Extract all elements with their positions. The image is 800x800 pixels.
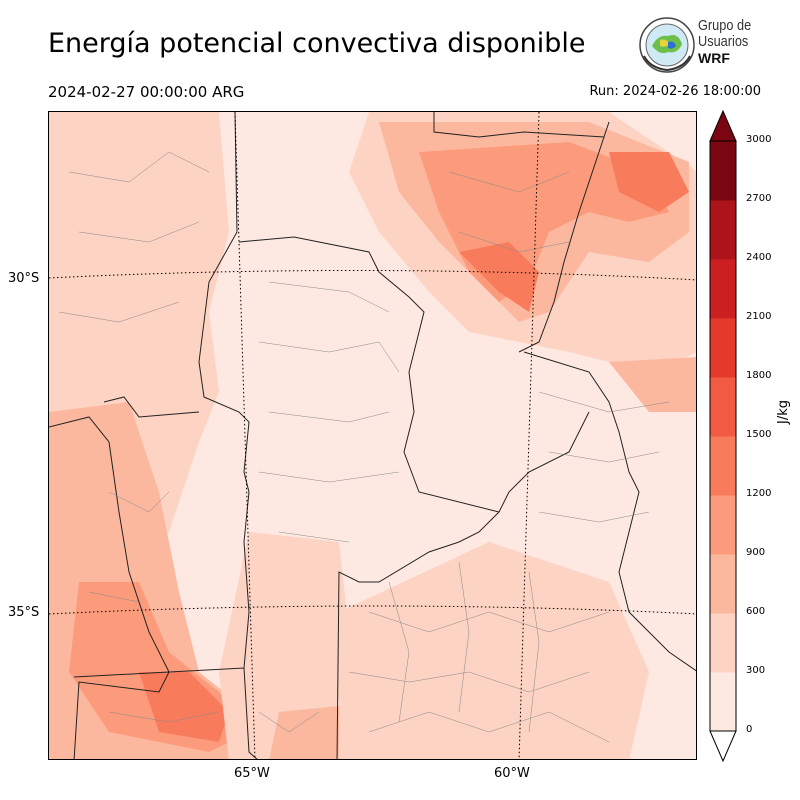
colorbar-band: [710, 613, 736, 673]
colorbar-tick-label: 2400: [746, 252, 772, 263]
wrf-logo: Grupo de Usuarios WRF: [638, 16, 768, 76]
logo-text-wrf: WRF: [698, 50, 730, 66]
colorbar-tick-label: 2700: [746, 193, 772, 204]
colorbar-tick-label: 1200: [746, 488, 772, 499]
colorbar-band: [710, 318, 736, 378]
globe-icon: [639, 17, 695, 73]
colorbar: [709, 110, 737, 762]
cape-fill: [49, 112, 696, 759]
colorbar-band: [710, 495, 736, 555]
colorbar-tick-label: 3000: [746, 134, 772, 145]
colorbar-extend-max: [709, 110, 737, 142]
lat-label-35s: 35°S: [8, 605, 40, 620]
colorbar-tick-label: 600: [746, 606, 766, 617]
lon-label-65w: 65°W: [234, 766, 270, 781]
department-borders: [58, 151, 670, 743]
lat-label-30s: 30°S: [8, 271, 40, 286]
run-time: Run: 2024-02-26 18:00:00: [589, 84, 761, 99]
colorbar-tick-label: 1500: [746, 429, 772, 440]
colorbar-unit: J/kg: [776, 400, 791, 424]
colorbar-band: [710, 554, 736, 614]
colorbar-tick-label: 0: [746, 724, 753, 735]
colorbar-band: [710, 200, 736, 260]
colorbar-band: [710, 377, 736, 437]
colorbar-tick-label: 1800: [746, 370, 772, 381]
colorbar-tick-label: 2100: [746, 311, 772, 322]
map-title: Energía potencial convectiva disponible: [48, 28, 586, 59]
colorbar-extend-min: [709, 730, 737, 762]
map-canvas: [49, 112, 696, 759]
cape-map: [48, 111, 697, 760]
logo-text-line1: Grupo de: [698, 17, 752, 34]
logo-text-line2: Usuarios: [698, 33, 749, 50]
colorbar-band: [710, 436, 736, 496]
colorbar-tick-label: 300: [746, 665, 766, 676]
lon-label-60w: 60°W: [494, 766, 530, 781]
colorbar-band: [710, 259, 736, 319]
colorbar-band: [710, 672, 736, 732]
valid-time: 2024-02-27 00:00:00 ARG: [48, 83, 245, 101]
province-borders: [49, 112, 696, 759]
colorbar-outline: [709, 140, 737, 732]
colorbar-tick-label: 900: [746, 547, 766, 558]
graticule: [49, 112, 696, 759]
colorbar-band: [710, 141, 736, 201]
